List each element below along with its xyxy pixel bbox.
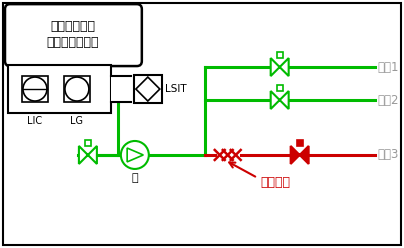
Bar bbox=[64, 76, 90, 102]
Bar bbox=[85, 140, 91, 146]
Text: 单元2: 单元2 bbox=[378, 93, 399, 107]
Bar bbox=[134, 75, 162, 103]
Polygon shape bbox=[127, 148, 143, 162]
Bar bbox=[277, 85, 283, 91]
Text: 碳氢化合物回: 碳氢化合物回 bbox=[50, 20, 95, 33]
FancyBboxPatch shape bbox=[5, 4, 142, 66]
Bar bbox=[8, 65, 111, 113]
Polygon shape bbox=[271, 91, 289, 109]
Bar bbox=[22, 76, 48, 102]
Circle shape bbox=[121, 141, 149, 169]
Polygon shape bbox=[79, 146, 97, 164]
Polygon shape bbox=[136, 77, 160, 101]
Text: LIC: LIC bbox=[27, 116, 42, 126]
Bar bbox=[297, 140, 303, 146]
Text: 泵: 泵 bbox=[132, 173, 138, 183]
Text: 单元3: 单元3 bbox=[378, 149, 399, 161]
Text: 收装置塔冷凝罐: 收装置塔冷凝罐 bbox=[47, 36, 99, 49]
Text: 泄漏位置: 泄漏位置 bbox=[261, 176, 291, 189]
Text: LG: LG bbox=[70, 116, 83, 126]
Polygon shape bbox=[290, 146, 309, 164]
Bar bbox=[277, 52, 283, 58]
Bar bbox=[111, 76, 131, 102]
Circle shape bbox=[23, 77, 47, 101]
Text: LSIT: LSIT bbox=[165, 84, 186, 94]
Polygon shape bbox=[271, 58, 289, 76]
Text: 单元1: 单元1 bbox=[378, 61, 399, 74]
Circle shape bbox=[65, 77, 89, 101]
